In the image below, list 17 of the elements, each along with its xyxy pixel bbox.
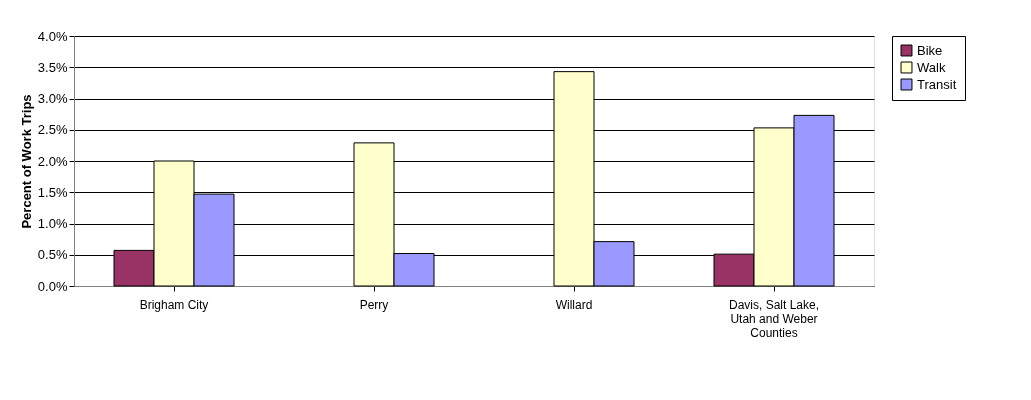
y-axis-title: Percent of Work Trips	[18, 94, 34, 229]
y-tick-label: 0.5%	[37, 247, 68, 263]
legend-label: Bike	[917, 42, 943, 58]
x-tick-label: Perry	[359, 297, 389, 312]
y-tick-label: 2.5%	[37, 122, 68, 138]
x-tick-label: Willard	[555, 297, 593, 312]
x-tick-label: Brigham City	[139, 297, 209, 312]
y-tick-label: 3.0%	[37, 91, 68, 106]
legend-label: Transit	[917, 76, 957, 92]
x-tick-label: Davis, Salt Lake, Utah and Weber Counties	[728, 297, 820, 340]
y-tick-label: 4.0%	[37, 28, 68, 44]
y-tick-label: 0.0%	[37, 278, 68, 294]
y-tick-label: 3.5%	[37, 59, 68, 75]
legend-label: Walk	[917, 59, 946, 75]
y-tick-label: 1.0%	[37, 216, 68, 231]
y-tick-label: 2.0%	[37, 153, 68, 169]
y-tick-label: 1.5%	[37, 184, 68, 200]
